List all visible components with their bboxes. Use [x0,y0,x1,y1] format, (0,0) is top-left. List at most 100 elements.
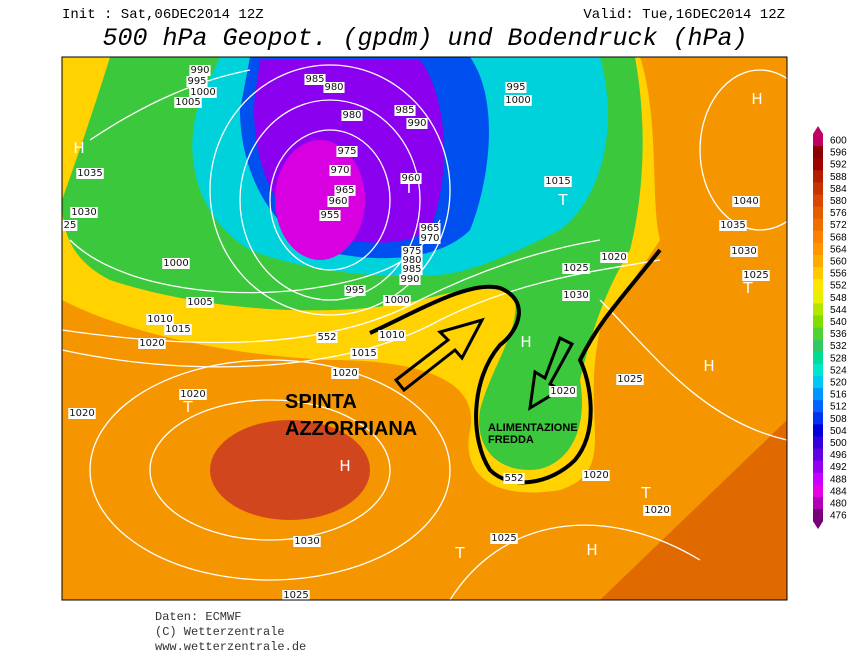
label-box [399,274,421,285]
init-time: Init : Sat,06DEC2014 12Z [62,7,264,23]
colorbar-bin [813,472,823,486]
annotation: ALIMENTAZIONE [488,422,578,434]
pressure-center: H [586,541,597,559]
annotation: SPINTA [285,391,357,413]
colorbar-bin [813,279,823,292]
label-box [730,246,758,257]
pressure-label: 1010 [379,330,404,341]
arrow [393,317,485,393]
label-box [562,263,590,274]
colorbar-label: 568 [830,232,847,243]
pressure-label: 1025 [491,533,516,544]
pressure-label: 1030 [731,246,756,257]
label-box [582,470,610,481]
label-box [293,536,321,547]
field [275,140,365,260]
label-box [162,258,190,269]
label-box [419,233,441,244]
colorbar-bin [813,436,823,450]
label-box [336,146,358,157]
colorbar-label: 580 [830,196,847,207]
label-box [400,173,422,184]
colorbar-label: 600 [830,136,847,147]
label-box [319,210,341,221]
colorbar-label: 504 [830,426,847,437]
colorbar-label: 484 [830,486,847,497]
pressure-label: 1030 [294,536,319,547]
label-box [179,389,207,400]
label-box [329,165,351,176]
pressure-label: 980 [402,255,421,266]
pressure-center: H [520,333,531,351]
pressure-label: 1025 [283,590,308,601]
colorbar-label: 544 [830,305,847,316]
pressure-label: 1000 [190,87,215,98]
label-box [616,374,644,385]
label-box [186,297,214,308]
colorbar-label: 492 [830,462,847,473]
colorbar-label: 500 [830,438,847,449]
label-box [719,220,747,231]
colorbar-label: 540 [830,317,847,328]
colorbar-label: 572 [830,220,847,231]
colorbar-bin [813,375,823,389]
colorbar-bin [813,146,823,159]
pressure-label: 1020 [139,338,164,349]
colorbar-label: 552 [830,281,847,292]
pressure-label: 990 [407,118,426,129]
pressure-label: 970 [420,233,439,244]
pressure-center: H [751,90,762,108]
label-box [304,74,326,85]
label-box [401,246,423,257]
label-box [76,168,104,179]
valid-time: Valid: Tue,16DEC2014 12Z [583,7,785,23]
pressure-label: 1025 [563,263,588,274]
arrow [528,335,575,411]
colorbar-label: 564 [830,244,847,255]
colorbar-end [813,521,823,530]
colorbar-bin [813,388,823,401]
pressure-label: 1025 [743,270,768,281]
colorbar-bin [813,496,823,510]
pressure-label: 995 [345,285,364,296]
label-box [505,82,527,93]
colorbar-label: 560 [830,257,847,268]
colorbar-label: 516 [830,390,847,401]
pressure-center: T [182,398,193,416]
colorbar-bin [813,291,823,304]
colorbar: 6005965925885845805765725685645605565525… [813,126,847,530]
colorbar-bin [813,194,823,208]
colorbar-bin [813,218,823,232]
colorbar-bin [813,412,823,425]
pressure-label: 980 [324,82,343,93]
pressure-label: 1030 [71,207,96,218]
colorbar-label: 536 [830,329,847,340]
trough-line [369,248,662,485]
field [600,420,787,600]
label-box [549,386,577,397]
pressure-label: 1015 [351,348,376,359]
pressure-label: 1015 [545,176,570,187]
pressure-label: 965 [335,185,354,196]
label-box [186,76,208,87]
pressure-center: T [640,484,651,502]
colorbar-label: 488 [830,474,847,485]
pressure-label: 980 [342,110,361,121]
footer-line: Daten: ECMWF [155,610,241,624]
colorbar-label: 596 [830,148,847,159]
pressure-center: H [339,457,350,475]
label-box [544,176,572,187]
pressure-label: 1015 [165,324,190,335]
pressure-label: 552 [317,332,336,343]
colorbar-bin [813,230,823,244]
pressure-label: 1020 [332,368,357,379]
label-box [327,196,349,207]
pressure-label: 990 [190,65,209,76]
colorbar-bin [813,400,823,413]
pressure-label: 995 [187,76,206,87]
pressure-label: 1020 [69,408,94,419]
label-box [419,223,441,234]
pressure-center: T [403,179,414,197]
colorbar-bin [813,327,823,341]
